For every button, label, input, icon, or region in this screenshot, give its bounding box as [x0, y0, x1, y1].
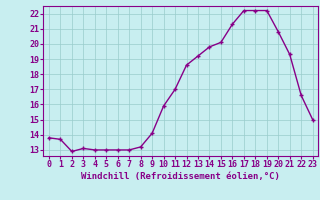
- X-axis label: Windchill (Refroidissement éolien,°C): Windchill (Refroidissement éolien,°C): [81, 172, 280, 181]
